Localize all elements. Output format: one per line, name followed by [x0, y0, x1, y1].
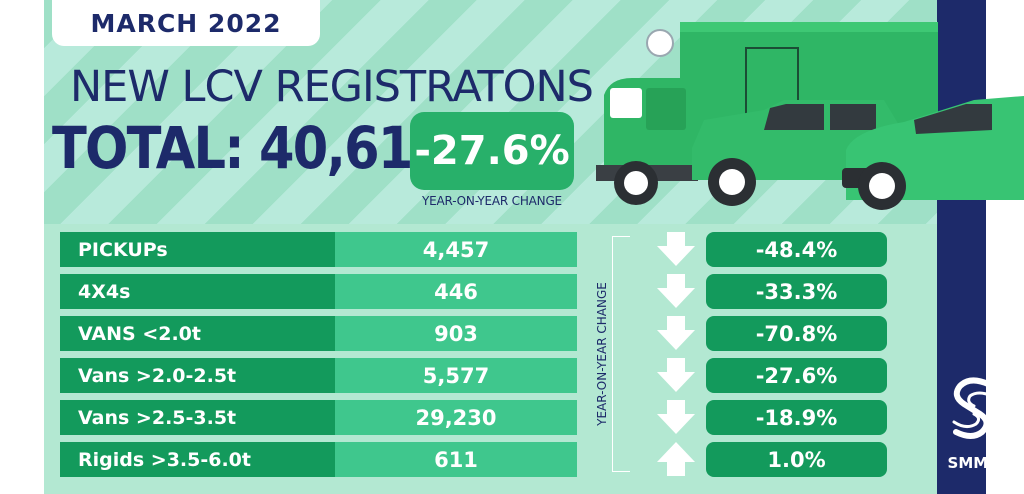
- row-label-rigids: Rigids >3.5-6.0t: [60, 442, 356, 477]
- row-change-4x4s: -33.3%: [706, 274, 887, 309]
- yoy-change-badge: -27.6%: [410, 112, 574, 190]
- smmt-logo-icon: [952, 377, 994, 439]
- row-value-pickups: 4,457: [335, 232, 577, 267]
- row-change-rigids: 1.0%: [706, 442, 887, 477]
- down-arrow-icon: [657, 400, 695, 434]
- row-value-vans-2.5-3.5t: 29,230: [335, 400, 577, 435]
- row-change-vans-under-2t: -70.8%: [706, 316, 887, 351]
- up-arrow-icon: [657, 442, 695, 476]
- row-value-vans-2-2.5t: 5,577: [335, 358, 577, 393]
- row-value-4x4s: 446: [335, 274, 577, 309]
- smmt-logo-text: SMMT: [947, 454, 999, 472]
- page-title: NEW LCV REGISTRATONS: [70, 62, 594, 112]
- row-value-vans-under-2t: 903: [335, 316, 577, 351]
- row-label-vans-2.5-3.5t: Vans >2.5-3.5t: [60, 400, 356, 435]
- row-value-rigids: 611: [335, 442, 577, 477]
- yoy-vertical-caption: YEAR-ON-YEAR CHANGE: [595, 278, 609, 430]
- row-change-vans-2.5-3.5t: -18.9%: [706, 400, 887, 435]
- yoy-change-caption: YEAR-ON-YEAR CHANGE: [422, 194, 562, 208]
- vehicles-illustration: [596, 22, 1024, 210]
- row-change-pickups: -48.4%: [706, 232, 887, 267]
- row-label-vans-2-2.5t: Vans >2.0-2.5t: [60, 358, 356, 393]
- row-label-pickups: PICKUPs: [60, 232, 356, 267]
- van-icon: [842, 96, 1024, 210]
- row-change-vans-2-2.5t: -27.6%: [706, 358, 887, 393]
- down-arrow-icon: [657, 274, 695, 308]
- row-label-4x4s: 4X4s: [60, 274, 356, 309]
- yoy-bracket: [612, 236, 630, 472]
- row-label-vans-under-2t: VANS <2.0t: [60, 316, 356, 351]
- down-arrow-icon: [657, 232, 695, 266]
- down-arrow-icon: [657, 316, 695, 350]
- down-arrow-icon: [657, 358, 695, 392]
- date-label: MARCH 2022: [52, 0, 320, 46]
- total-registrations: TOTAL: 40,613: [52, 114, 447, 182]
